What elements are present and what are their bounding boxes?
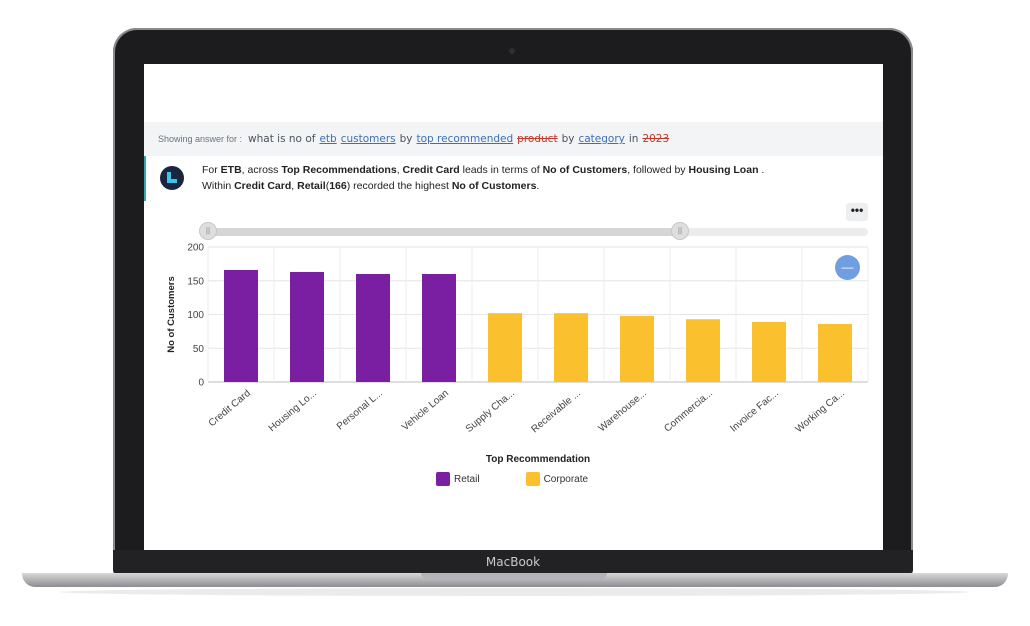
bar xyxy=(290,271,324,382)
query-token: by xyxy=(399,133,413,145)
x-tick-label: Housing Lo... xyxy=(267,388,319,434)
x-tick-label: Warehouse... xyxy=(597,388,649,434)
summary-text: ) recorded the highest xyxy=(346,180,452,192)
legend-label-retail: Retail xyxy=(454,473,480,485)
legend-swatch-retail xyxy=(436,472,450,486)
y-tick-label: 0 xyxy=(198,378,204,389)
y-tick-label: 50 xyxy=(193,344,205,355)
zoom-out-button[interactable]: — xyxy=(835,255,860,280)
query-token: what is no of xyxy=(248,133,316,145)
query-token[interactable]: customers xyxy=(340,133,396,145)
x-tick-label: Invoice Fac... xyxy=(728,388,781,435)
query-bar: Showing answer for : what is no of etb cus… xyxy=(144,122,883,156)
bar xyxy=(686,319,720,382)
x-tick-label: Personal L... xyxy=(335,388,385,433)
range-slider-selection[interactable] xyxy=(208,228,680,236)
x-tick-label: Commercia... xyxy=(662,388,715,435)
bar xyxy=(488,313,522,382)
query-token[interactable]: product xyxy=(517,133,558,145)
x-tick-label: Working Ca... xyxy=(794,388,847,435)
legend-swatch-corporate xyxy=(525,472,540,486)
bar xyxy=(356,274,390,382)
summary-text: , across xyxy=(241,164,282,176)
x-tick-label: Receivable ... xyxy=(529,388,582,435)
legend-item-retail[interactable]: Retail xyxy=(436,472,480,486)
summary-text: , followed by xyxy=(627,164,689,176)
app-screen: Showing answer for : what is no of etb cus… xyxy=(144,64,883,550)
summary-highlight: Retail xyxy=(297,180,326,192)
summary-text: . xyxy=(536,180,540,192)
x-tick-label: Credit Card xyxy=(207,388,253,429)
summary-text: Within xyxy=(202,180,235,192)
summary-text: For xyxy=(202,164,221,176)
summary-highlight: No of Customers xyxy=(451,180,537,192)
bar xyxy=(554,313,588,382)
x-axis-title: Top Recommendation xyxy=(486,454,590,464)
summary-highlight: Credit Card xyxy=(402,164,460,176)
laptop-base xyxy=(22,573,1008,587)
query-text: what is no of etb customers by top recommend… xyxy=(246,133,671,145)
summary-text: leads in terms of xyxy=(459,164,543,176)
bottom-bezel: MacBook xyxy=(113,550,913,575)
summary-highlight: No of Customers xyxy=(542,164,628,176)
query-token[interactable]: 2023 xyxy=(642,133,670,145)
y-tick-label: 100 xyxy=(187,310,204,321)
minus-icon: — xyxy=(841,260,854,274)
camera-icon xyxy=(509,48,515,54)
bar xyxy=(752,321,786,382)
summary-text: , xyxy=(396,164,403,176)
y-axis-title: No of Customers xyxy=(166,276,177,353)
query-token[interactable]: top recommended xyxy=(416,133,514,145)
summary-highlight: ETB xyxy=(220,164,242,176)
summary-text: , xyxy=(291,180,298,192)
chart-legend: Retail Corporate xyxy=(436,472,588,486)
summary-text: . xyxy=(758,164,765,176)
app-logo-icon xyxy=(160,166,184,190)
bar-chart: 0 50 100 150 200 Credit Card Housing Lo... Pers… xyxy=(166,243,869,464)
query-token: in xyxy=(628,133,639,145)
y-tick-label: 200 xyxy=(187,243,204,254)
summary-line-1: For ETB, across Top Recommendations, Cre… xyxy=(202,164,764,176)
query-token[interactable]: category xyxy=(578,133,625,145)
y-tick-label: 150 xyxy=(187,276,204,287)
bar xyxy=(818,323,852,382)
laptop-notch xyxy=(421,573,607,579)
bar xyxy=(422,274,456,382)
more-options-button[interactable]: ••• xyxy=(846,203,868,221)
query-token[interactable]: etb xyxy=(319,133,337,145)
summary-highlight: Top Recommendations xyxy=(281,164,397,176)
query-token: by xyxy=(561,133,575,145)
base-shadow xyxy=(60,588,970,596)
x-tick-label: Supply Cha... xyxy=(464,388,517,435)
x-tick-label: Vehicle Loan xyxy=(400,388,451,433)
legend-item-corporate[interactable]: Corporate xyxy=(525,472,589,486)
summary-highlight: Credit Card xyxy=(234,180,292,192)
summary-line-2: Within Credit Card, Retail(166) recorded… xyxy=(202,180,539,192)
range-slider-left-handle[interactable]: || xyxy=(199,222,217,240)
summary-text: ( xyxy=(325,180,330,192)
summary-highlight: Housing Loan xyxy=(688,164,759,176)
query-prefix: Showing answer for : xyxy=(158,134,243,144)
answer-summary: For ETB, across Top Recommendations, Cre… xyxy=(144,156,883,201)
bar xyxy=(224,269,258,382)
legend-label-corporate: Corporate xyxy=(543,473,589,485)
bar xyxy=(620,315,654,382)
device-brand: MacBook xyxy=(485,555,541,569)
summary-highlight: 166 xyxy=(329,180,347,192)
range-slider-right-handle[interactable]: || xyxy=(671,222,689,240)
